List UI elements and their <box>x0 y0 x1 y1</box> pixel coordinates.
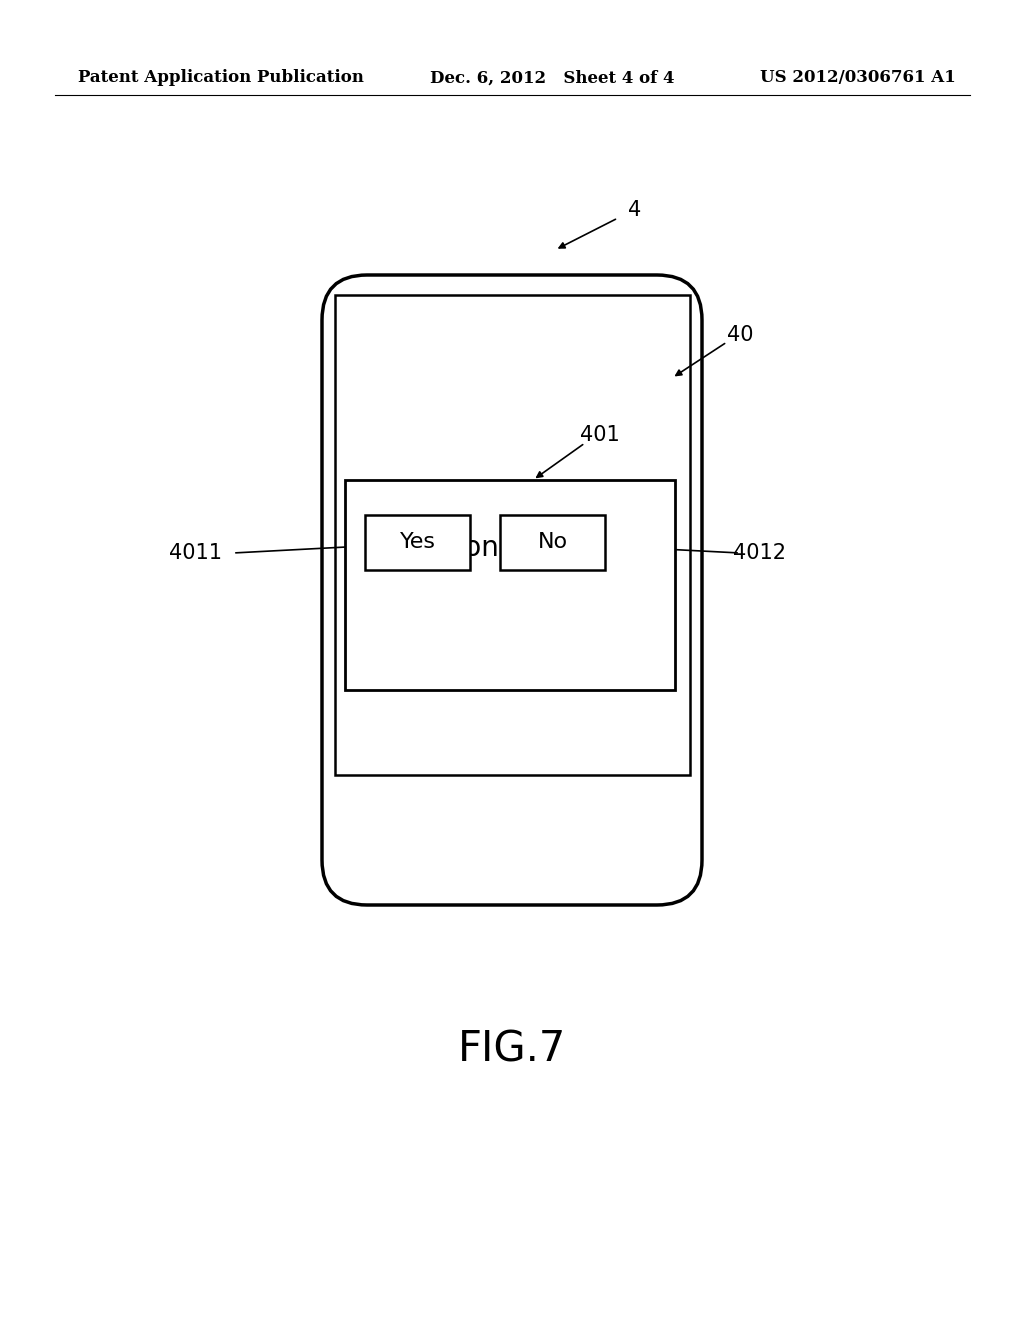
Text: 4: 4 <box>629 201 642 220</box>
Text: FIG.7: FIG.7 <box>458 1030 566 1071</box>
Text: 4011: 4011 <box>169 543 221 564</box>
Text: Yes: Yes <box>399 532 435 553</box>
FancyBboxPatch shape <box>322 275 702 906</box>
Text: Patent Application Publication: Patent Application Publication <box>78 70 364 87</box>
Text: Dec. 6, 2012   Sheet 4 of 4: Dec. 6, 2012 Sheet 4 of 4 <box>430 70 675 87</box>
Text: Connect?: Connect? <box>445 535 574 562</box>
Text: No: No <box>538 532 567 553</box>
Bar <box>365 515 470 570</box>
Text: 401: 401 <box>581 425 620 445</box>
Bar <box>335 294 690 775</box>
Bar <box>500 515 605 570</box>
Bar <box>345 480 675 690</box>
Text: US 2012/0306761 A1: US 2012/0306761 A1 <box>760 70 955 87</box>
Text: 4012: 4012 <box>733 543 786 564</box>
Text: 40: 40 <box>727 325 754 345</box>
